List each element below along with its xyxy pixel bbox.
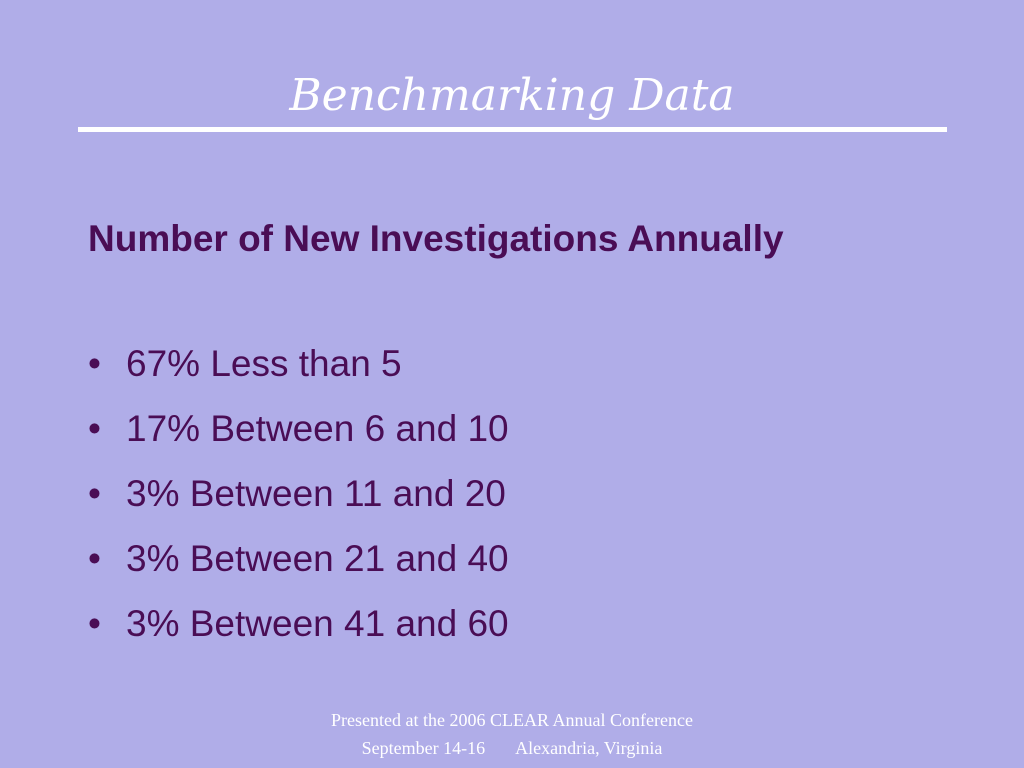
bullet-dot-icon: • [88,343,101,384]
bullet-text: 3% Between 21 and 40 [126,538,509,579]
bullet-dot-icon: • [88,408,101,449]
list-item: • 17% Between 6 and 10 [88,396,509,461]
bullet-dot-icon: • [88,538,101,579]
list-item: • 3% Between 21 and 40 [88,526,509,591]
slide-footer: Presented at the 2006 CLEAR Annual Confe… [0,706,1024,762]
footer-date-location: September 14-16 Alexandria, Virginia [0,734,1024,762]
footer-conference: Presented at the 2006 CLEAR Annual Confe… [331,710,693,730]
bullet-text: 3% Between 11 and 20 [126,473,506,514]
section-heading: Number of New Investigations Annually [88,218,784,259]
footer-place: Alexandria, Virginia [515,738,663,758]
bullet-dot-icon: • [88,473,101,514]
footer-dates: September 14-16 [361,738,486,758]
list-item: • 3% Between 41 and 60 [88,591,509,656]
list-item: • 3% Between 11 and 20 [88,461,509,526]
title-divider [78,127,947,132]
bullet-dot-icon: • [88,603,101,644]
bullet-text: 67% Less than 5 [126,343,402,384]
bullet-text: 3% Between 41 and 60 [126,603,509,644]
bullet-list: • 67% Less than 5 • 17% Between 6 and 10… [88,331,509,656]
list-item: • 67% Less than 5 [88,331,509,396]
bullet-text: 17% Between 6 and 10 [126,408,509,449]
slide-title: Benchmarking Data [289,70,735,121]
